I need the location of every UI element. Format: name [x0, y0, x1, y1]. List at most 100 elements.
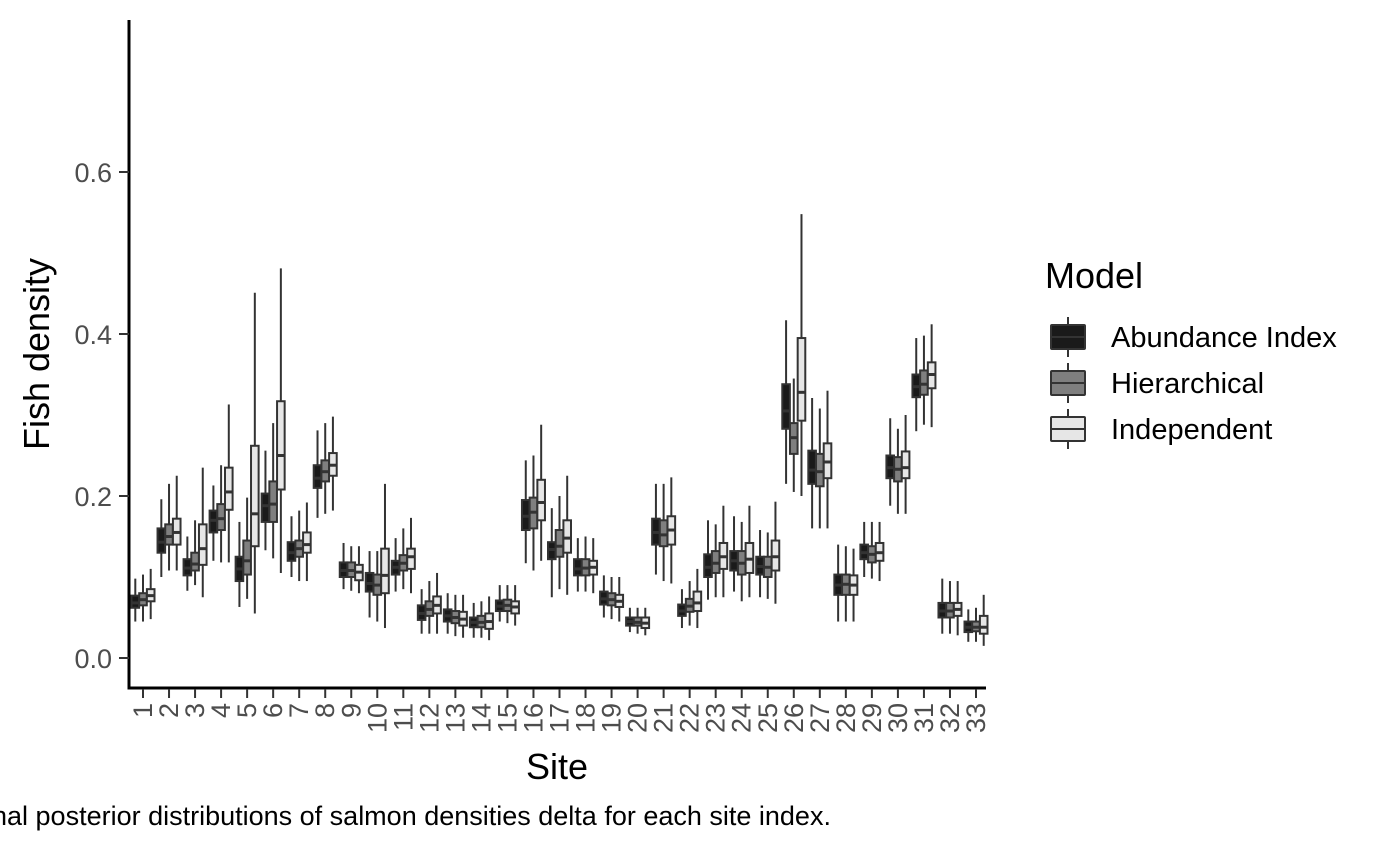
box-site-31 — [926, 324, 937, 428]
box-site-30 — [893, 428, 903, 514]
box-iqr — [703, 553, 713, 579]
box-site-29 — [867, 521, 877, 579]
box-site-19 — [606, 577, 617, 620]
box-site-3 — [197, 467, 208, 598]
x-tick-label: 11 — [388, 703, 418, 731]
box-site-8 — [312, 430, 323, 518]
box-site-19 — [599, 575, 609, 618]
box-site-21 — [666, 477, 677, 584]
box-iqr — [658, 519, 669, 548]
box-iqr — [242, 539, 252, 576]
box-site-33 — [963, 609, 974, 642]
box-site-6 — [260, 450, 271, 551]
box-site-3 — [182, 536, 193, 591]
box-site-20 — [632, 607, 643, 634]
box-site-15 — [494, 585, 505, 622]
series-hierarchical — [138, 335, 981, 642]
box-iqr — [197, 523, 208, 566]
x-tick-label: 19 — [597, 703, 627, 733]
box-site-30 — [885, 418, 896, 506]
y-axis-title: Fish density — [16, 258, 57, 450]
box-iqr — [536, 478, 546, 522]
x-tick-label: 31 — [909, 703, 939, 733]
box-site-3 — [190, 520, 200, 586]
x-tick-label: 33 — [961, 703, 991, 733]
x-tick-label: 12 — [414, 703, 444, 733]
box-site-21 — [658, 483, 669, 582]
x-tick-label: 26 — [779, 703, 809, 733]
box-iqr — [250, 444, 260, 548]
box-site-23 — [718, 505, 729, 598]
x-tick-label: 10 — [362, 703, 392, 733]
box-site-16 — [528, 455, 539, 571]
box-iqr — [807, 449, 817, 485]
y-ticks: 0.0 0.2 0.4 0.6 — [74, 158, 129, 674]
box-site-7 — [302, 502, 312, 582]
box-iqr — [692, 590, 703, 613]
box-iqr — [573, 558, 583, 577]
box-site-15 — [502, 585, 513, 624]
box-site-20 — [625, 607, 635, 633]
box-site-5 — [242, 497, 252, 599]
box-site-7 — [286, 516, 297, 577]
y-tick-label: 0.6 — [74, 158, 112, 188]
x-tick-label: 22 — [675, 703, 705, 733]
x-tick-label: 1 — [128, 703, 158, 718]
box-site-32 — [937, 578, 948, 634]
box-site-28 — [841, 546, 851, 622]
box-iqr — [815, 452, 825, 488]
box-site-5 — [250, 292, 260, 614]
box-iqr — [312, 464, 323, 489]
legend-label: Independent — [1111, 414, 1272, 446]
legend-item: Hierarchical — [1050, 363, 1264, 403]
box-iqr — [978, 614, 989, 635]
box-site-13 — [450, 594, 461, 637]
box-iqr — [276, 400, 286, 491]
x-tick-label: 9 — [336, 703, 366, 718]
box-site-19 — [614, 577, 625, 622]
legend-item: Independent — [1050, 409, 1272, 449]
x-tick-label: 7 — [284, 703, 314, 718]
box-site-24 — [744, 505, 755, 598]
box-site-9 — [338, 542, 349, 590]
box-site-11 — [406, 517, 416, 594]
legend-label: Hierarchical — [1111, 368, 1264, 400]
box-site-16 — [520, 460, 531, 564]
box-site-8 — [320, 423, 331, 514]
box-site-11 — [398, 528, 409, 590]
box-site-4 — [216, 465, 226, 563]
box-site-22 — [677, 589, 687, 629]
box-site-12 — [432, 572, 442, 634]
y-tick-label: 0.0 — [74, 644, 112, 674]
legend-label: Abundance Index — [1111, 322, 1337, 354]
box-site-14 — [468, 602, 479, 638]
box-site-27 — [822, 390, 833, 529]
x-tick-label: 17 — [545, 703, 575, 733]
box-site-8 — [328, 416, 338, 511]
box-site-7 — [294, 510, 304, 582]
box-iqr — [781, 383, 791, 430]
box-site-33 — [971, 607, 981, 642]
x-tick-label: 16 — [518, 703, 548, 733]
figure-caption: nal posterior distributions of salmon de… — [0, 801, 831, 831]
x-tick-label: 5 — [232, 703, 262, 718]
x-tick-label: 18 — [571, 703, 601, 733]
box-site-23 — [710, 524, 721, 598]
box-iqr — [919, 369, 929, 396]
box-site-15 — [510, 585, 520, 626]
box-site-26 — [781, 320, 791, 484]
legend-item: Abundance Index — [1050, 317, 1337, 357]
x-tick-label: 13 — [440, 703, 470, 733]
box-site-2 — [156, 499, 167, 577]
box-site-21 — [651, 483, 661, 575]
box-iqr — [554, 529, 565, 558]
box-site-24 — [736, 521, 747, 602]
x-tick-label: 20 — [623, 703, 653, 733]
box-iqr — [562, 519, 573, 554]
box-site-1 — [145, 568, 156, 620]
x-tick-label: 2 — [154, 703, 184, 718]
y-tick-label: 0.4 — [74, 320, 112, 350]
x-tick-label: 6 — [258, 703, 288, 718]
series-independent — [145, 214, 989, 646]
box-site-18 — [588, 538, 599, 594]
